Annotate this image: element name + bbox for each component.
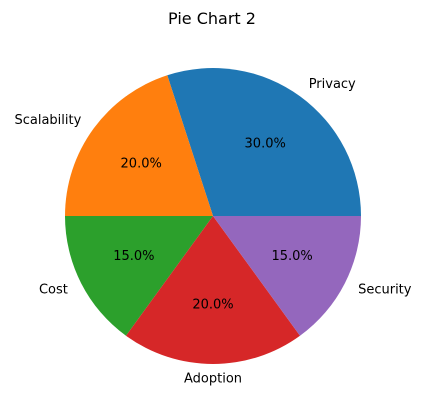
pie-pct-label-privacy: 30.0% [245,137,286,152]
pie-pct-label-adoption: 20.0% [192,297,233,312]
pie-labels: 30.0% Privacy 20.0% Scalability 15.0% Cost 20.… [14,77,412,386]
pie-category-label-security: Security [358,282,412,297]
pie-category-label-adoption: Adoption [184,371,242,386]
chart-title: Pie Chart 2 [168,9,256,28]
pie-pct-label-cost: 15.0% [113,249,154,264]
pie-slices [65,67,362,364]
pie-slice-adoption [126,216,300,364]
pie-slice-cost [65,216,213,336]
pie-pct-label-security: 15.0% [271,249,312,264]
pie-category-label-cost: Cost [39,282,68,297]
pie-category-label-scalability: Scalability [14,113,81,128]
pie-category-label-privacy: Privacy [309,77,356,92]
pie-slice-security [213,216,361,336]
pie-slice-scalability [65,75,213,217]
pie-slice-privacy [167,67,362,216]
pie-pct-label-scalability: 20.0% [121,156,162,171]
